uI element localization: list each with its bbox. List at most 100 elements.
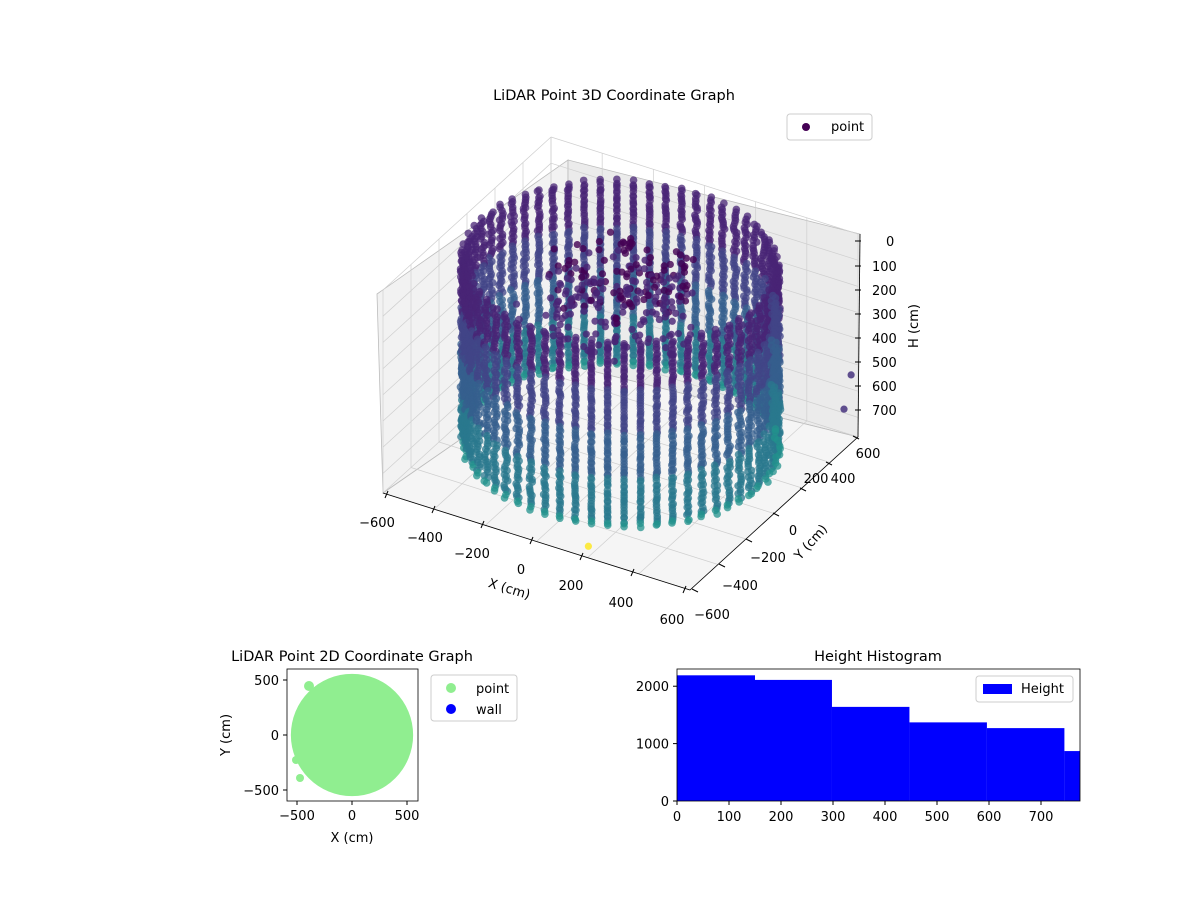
lidar-point xyxy=(672,309,680,317)
lidar-point xyxy=(572,264,580,272)
lidar-point xyxy=(554,262,562,270)
y-tick-label: −200 xyxy=(750,551,786,566)
y-tick-label: 1000 xyxy=(636,738,669,753)
lidar-point xyxy=(665,274,674,282)
lidar-point xyxy=(514,499,523,508)
lidar-point xyxy=(636,321,645,329)
lidar-point xyxy=(626,239,634,247)
lidar-point xyxy=(526,506,534,514)
lidar-point xyxy=(596,295,604,304)
chart-3d-title: LiDAR Point 3D Coordinate Graph xyxy=(493,88,735,104)
histogram-bar xyxy=(831,706,910,801)
lidar-point xyxy=(632,254,640,262)
legend-histogram: Height xyxy=(975,675,1074,703)
lidar-point xyxy=(620,522,628,531)
lidar-point xyxy=(554,267,563,275)
lidar-point xyxy=(636,523,645,532)
lidar-point xyxy=(592,330,600,338)
lidar-point xyxy=(547,294,555,302)
lidar-point xyxy=(666,260,674,269)
lidar-point xyxy=(672,248,681,256)
point-blob xyxy=(296,774,304,782)
x-tick-label: 0 xyxy=(348,809,356,824)
lidar-point xyxy=(764,478,772,486)
y-tick-label: 600 xyxy=(856,447,881,462)
x-tick-label: 600 xyxy=(977,810,1002,825)
lidar-point xyxy=(684,517,692,526)
x-tick-label: 0 xyxy=(517,563,525,578)
x-tick-label: 500 xyxy=(395,809,420,824)
lidar-point xyxy=(490,486,499,495)
lidar-point xyxy=(542,311,550,319)
z-tick-label: 200 xyxy=(872,284,897,299)
lidar-point xyxy=(765,469,774,478)
lidar-point xyxy=(550,245,558,253)
lidar-point xyxy=(553,313,561,322)
point-disc xyxy=(290,673,414,797)
lidar-point xyxy=(596,359,605,367)
lidar-point xyxy=(680,264,688,272)
lidar-point xyxy=(697,512,705,521)
legend-3d-label: point xyxy=(831,120,864,135)
outlier-point xyxy=(840,405,848,413)
y-tick-label: 200 xyxy=(804,472,829,487)
y-tick-label: 400 xyxy=(831,472,856,487)
lidar-point xyxy=(771,427,780,436)
chart-2d: LiDAR Point 2D Coordinate Graph −500 0 5… xyxy=(219,649,518,846)
x-tick-label: 300 xyxy=(821,810,846,825)
lidar-point xyxy=(636,331,644,339)
lidar-point xyxy=(579,245,587,253)
lidar-point xyxy=(679,312,687,320)
lidar-point xyxy=(500,494,509,502)
lidar-point xyxy=(659,335,667,343)
lidar-point xyxy=(580,362,589,370)
y-tick-mark xyxy=(772,512,780,517)
grid-line xyxy=(382,136,552,291)
x-tick-label: 0 xyxy=(673,810,681,825)
lidar-point xyxy=(482,479,491,487)
lidar-point xyxy=(578,281,586,289)
lidar-point xyxy=(626,300,634,308)
lidar-point xyxy=(652,310,660,318)
lidar-point xyxy=(580,302,588,310)
lidar-point xyxy=(632,260,640,269)
outlier-point xyxy=(584,542,592,550)
lidar-point xyxy=(674,330,682,338)
lidar-point xyxy=(582,330,590,338)
y-tick-mark xyxy=(691,588,699,593)
lidar-point xyxy=(595,237,603,246)
lidar-point xyxy=(650,283,659,291)
lidar-point xyxy=(627,265,635,273)
lidar-point xyxy=(561,311,570,319)
lidar-point xyxy=(603,521,612,530)
lidar-point xyxy=(660,286,668,295)
chart-3d: LiDAR Point 3D Coordinate Graph −600 −40… xyxy=(359,88,922,628)
lidar-point xyxy=(640,265,649,273)
lidar-point xyxy=(549,332,558,340)
z-tick-label: 500 xyxy=(872,356,897,371)
grid-line xyxy=(550,136,859,235)
x-tick-label: 600 xyxy=(660,613,685,628)
lidar-point xyxy=(567,295,576,303)
x-tick-label: −600 xyxy=(359,516,395,531)
lidar-point xyxy=(668,317,676,325)
lidar-point xyxy=(674,272,682,280)
lidar-point xyxy=(668,304,676,312)
lidar-point xyxy=(776,444,784,453)
legend-marker-point xyxy=(446,683,456,693)
y-tick-label: −600 xyxy=(694,608,730,623)
lidar-point xyxy=(600,256,608,264)
lidar-point xyxy=(563,274,571,282)
lidar-point xyxy=(564,323,572,331)
lidar-point xyxy=(552,301,561,309)
lidar-point xyxy=(583,278,591,286)
histogram-bar xyxy=(677,675,755,801)
lidar-point xyxy=(661,365,670,374)
z-tick-label: 0 xyxy=(886,235,894,250)
lidar-point xyxy=(568,302,576,310)
lidar-point xyxy=(668,519,676,527)
lidar-point xyxy=(593,289,601,297)
lidar-point xyxy=(620,246,628,254)
lidar-point xyxy=(622,290,630,298)
